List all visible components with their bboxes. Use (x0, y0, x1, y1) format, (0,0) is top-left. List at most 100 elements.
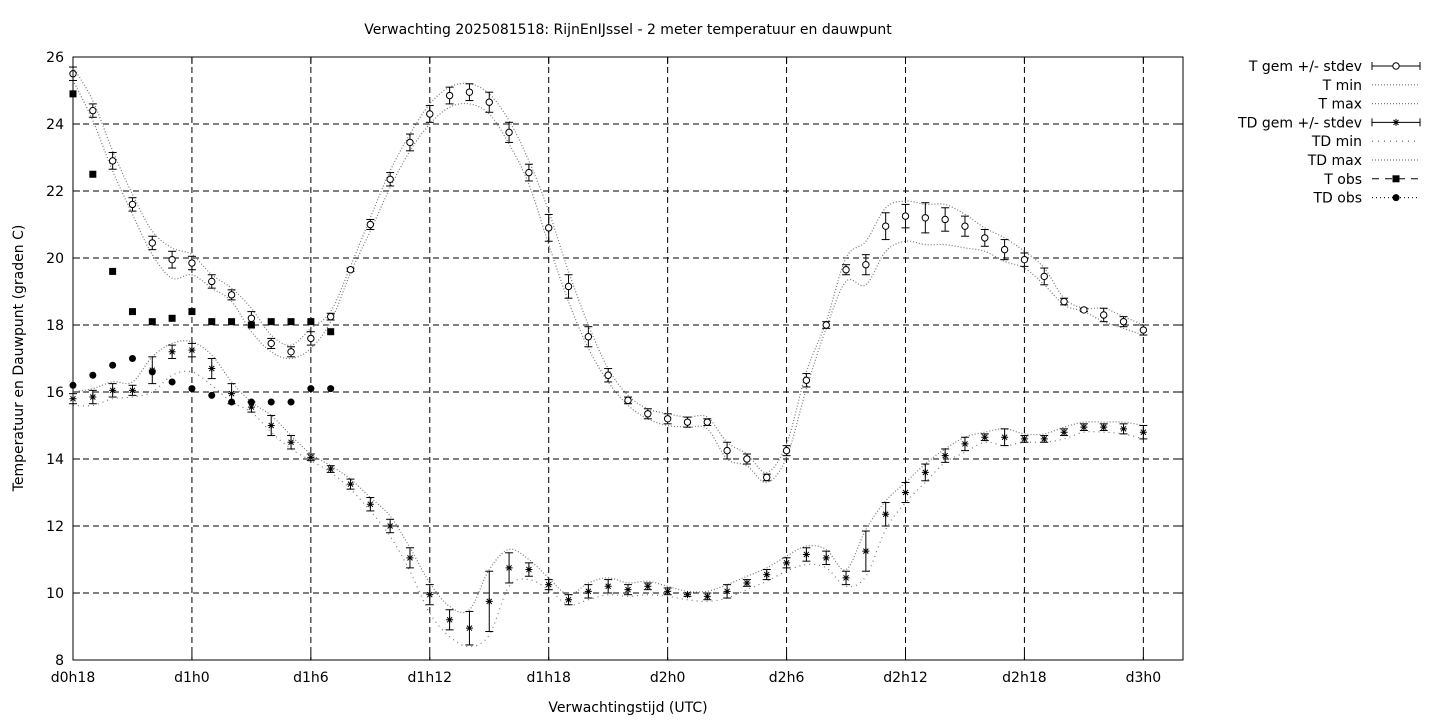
legend-label: TD min (1311, 134, 1362, 150)
td-mean-point (862, 547, 870, 555)
x-tick-label: d2h6 (769, 670, 805, 686)
y-tick-label: 24 (46, 117, 64, 133)
td-obs-point (247, 398, 255, 406)
x-tick-label: d2h0 (650, 670, 686, 686)
td-mean-point (961, 440, 969, 448)
t-obs-point (287, 318, 295, 326)
t-mean-point (802, 376, 811, 384)
t-mean-point (148, 239, 156, 247)
td-obs-point (148, 368, 156, 376)
t-mean-point (624, 396, 632, 405)
plot-frame (72, 56, 1184, 661)
series-td-obs (69, 355, 335, 406)
t-mean-point (208, 277, 216, 286)
td-mean-point (307, 453, 315, 461)
t-mean-point (485, 98, 493, 106)
t-mean-point (545, 224, 553, 232)
legend-label: T obs (1323, 172, 1362, 188)
t-mean-point (683, 418, 692, 426)
y-tick-label: 26 (46, 50, 64, 66)
td-obs-point (267, 398, 275, 406)
t-mean-point (1119, 317, 1128, 326)
t-obs-point (128, 308, 136, 316)
axis-ticks: d0h18 d1h0 d1h6 d1h12 d1h18 d2h0 d2h6 d2h12 d2h1… (46, 50, 1183, 686)
legend-label: TD gem +/- stdev (1237, 115, 1362, 131)
td-obs-point (208, 391, 216, 399)
t-mean-point (267, 339, 275, 348)
x-tick-label: d1h18 (526, 670, 570, 686)
t-mean-point (89, 106, 97, 115)
td-mean-point (1080, 423, 1088, 431)
td-mean-point (128, 386, 136, 394)
y-tick-label: 8 (55, 653, 64, 669)
td-obs-point (188, 385, 196, 393)
t-mean-point (921, 214, 930, 222)
t-mean-point (505, 128, 513, 137)
td-mean-point (89, 393, 97, 401)
series-t-obs (69, 90, 335, 336)
grid-lines (72, 57, 1183, 660)
y-tick-label: 10 (46, 586, 64, 602)
legend-swatch-marker (1392, 194, 1400, 202)
t-mean-point (981, 234, 989, 242)
t-mean-point (445, 91, 454, 100)
t-obs-point (228, 318, 236, 326)
t-mean (69, 66, 1148, 482)
td-mean (69, 342, 1148, 646)
series-t-min (72, 80, 1144, 484)
td-mean-point (485, 597, 493, 605)
td-obs-point (128, 355, 136, 362)
x-tick-label: d2h18 (1002, 670, 1046, 686)
t-mean-point (604, 371, 612, 379)
td-mean-point (763, 571, 771, 579)
t-mean-point (901, 212, 910, 220)
td-mean-point (267, 422, 275, 429)
series-td-min (72, 370, 1144, 648)
legend-label: TD obs (1312, 191, 1362, 207)
legend: T gem +/- stdev T min T max TD gem +/- stde… (1237, 59, 1421, 207)
td-mean-point (168, 348, 176, 356)
td-mean-point (1001, 433, 1009, 441)
t-mean-point (881, 222, 890, 230)
t-mean-point (386, 175, 394, 183)
td-mean-point (1139, 428, 1147, 436)
td-mean-point (247, 403, 255, 411)
td-obs-point (327, 385, 335, 393)
td-mean-point (584, 587, 592, 595)
td-mean-point (822, 554, 830, 562)
x-tick-label: d1h12 (408, 670, 452, 686)
t-mean-point (584, 333, 593, 341)
td-mean-point (703, 592, 711, 600)
t-obs-point (109, 267, 117, 275)
td-mean-point (783, 559, 791, 567)
td-mean-point (644, 582, 652, 590)
td-obs-point (307, 385, 315, 393)
t-mean-point (941, 215, 949, 224)
t-mean-point (644, 410, 652, 418)
td-mean-point (842, 574, 850, 582)
td-mean-point (921, 468, 929, 476)
t-mean-point (108, 157, 117, 165)
td-mean-point (188, 346, 196, 354)
td-mean-point (604, 582, 612, 590)
y-tick-label: 16 (46, 385, 64, 401)
t-mean-point (862, 261, 870, 269)
td-mean-point (426, 591, 434, 599)
t-mean-point (1040, 272, 1048, 281)
t-obs-point (168, 314, 176, 322)
series-t-max (72, 66, 1144, 474)
t-mean-point (406, 138, 414, 147)
td-mean-point (981, 433, 989, 441)
t-obs-point (148, 318, 156, 326)
td-mean-point (1060, 428, 1068, 436)
td-mean-point (465, 624, 473, 632)
td-mean-point (1040, 435, 1048, 443)
td-mean-point (287, 438, 295, 446)
t-mean-point (247, 314, 256, 322)
t-mean-point (763, 473, 771, 482)
legend-label: T max (1317, 97, 1362, 113)
t-mean-point (307, 334, 315, 343)
legend-swatch-marker (1392, 175, 1400, 183)
series-layer (69, 66, 1148, 648)
